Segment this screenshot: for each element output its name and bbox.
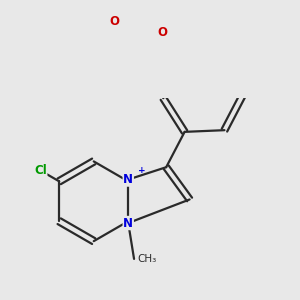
Text: Cl: Cl bbox=[34, 164, 47, 177]
Text: N: N bbox=[123, 173, 133, 186]
Text: O: O bbox=[109, 15, 119, 28]
Text: CH₃: CH₃ bbox=[137, 254, 156, 264]
Text: N: N bbox=[123, 217, 133, 230]
Text: O: O bbox=[158, 26, 167, 39]
Text: +: + bbox=[138, 166, 146, 175]
